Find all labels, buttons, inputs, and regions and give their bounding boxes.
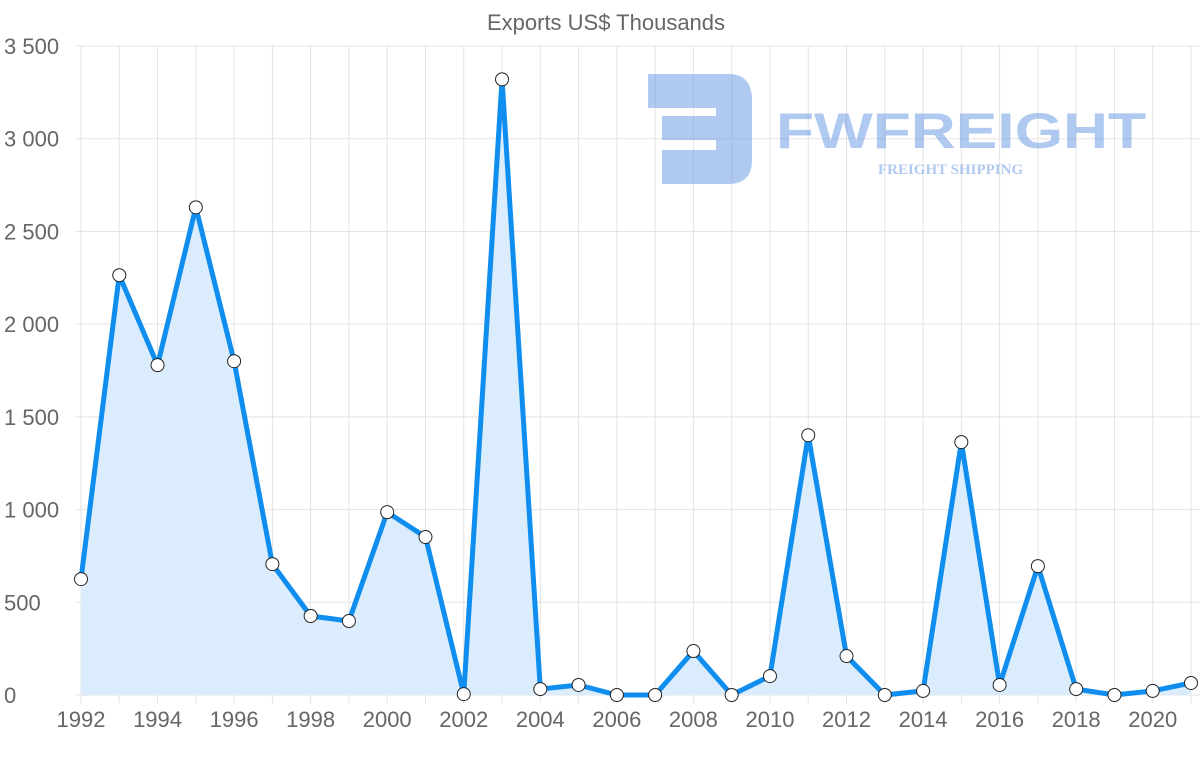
data-point (341, 614, 356, 629)
data-point (1184, 675, 1198, 690)
data-point (188, 200, 203, 215)
x-tick-label: 2018 (1052, 707, 1101, 732)
data-point (1107, 688, 1122, 702)
x-tick-label: 2014 (899, 707, 948, 732)
chart-title: Exports US$ Thousands (487, 10, 725, 35)
data-point (265, 557, 280, 572)
svg-text:FREIGHT SHIPPING: FREIGHT SHIPPING (878, 162, 1023, 178)
data-points (74, 72, 1198, 702)
y-tick-label: 2 000 (4, 312, 59, 337)
series-line (78, 76, 1192, 698)
data-point (992, 677, 1007, 692)
data-point (877, 688, 892, 702)
x-tick-label: 1996 (210, 707, 259, 732)
x-tick-label: 2010 (745, 707, 794, 732)
data-point (74, 572, 88, 587)
data-point (303, 609, 318, 624)
y-tick-label: 3 000 (4, 127, 59, 152)
y-tick-label: 3 500 (4, 34, 59, 59)
data-point (380, 505, 395, 520)
svg-text:FWFREIGHT: FWFREIGHT (776, 103, 1146, 159)
x-tick-label: 1992 (57, 707, 106, 732)
data-point (916, 683, 931, 698)
x-tick-label: 2020 (1128, 707, 1177, 732)
data-point (495, 72, 510, 87)
data-point (609, 688, 624, 702)
x-tick-label: 2000 (363, 707, 412, 732)
data-point (112, 268, 127, 283)
y-tick-label: 500 (4, 590, 41, 615)
data-point (533, 682, 548, 697)
x-tick-label: 2008 (669, 707, 718, 732)
y-tick-label: 2 500 (4, 219, 59, 244)
data-point (839, 649, 854, 664)
x-tick-label: 2012 (822, 707, 871, 732)
data-point (724, 688, 739, 702)
data-point (1145, 683, 1160, 698)
data-point (456, 687, 471, 702)
x-tick-label: 2002 (439, 707, 488, 732)
data-point (762, 669, 777, 684)
data-point (648, 688, 663, 702)
x-axis: 1992 1994 1996 1998 2000 2002 2004 2006 2008 2010… (57, 707, 1178, 732)
data-point (1069, 682, 1084, 697)
series-area (81, 79, 1191, 696)
x-tick-label: 1994 (133, 707, 182, 732)
fwfreight-logo-watermark: FWFREIGHT FREIGHT SHIPPING (648, 74, 1146, 184)
y-tick-label: 1 000 (4, 498, 59, 523)
data-point (686, 644, 701, 659)
y-axis: 0 500 1 000 1 500 2 000 2 500 3 000 3 500 (4, 34, 59, 708)
logo-mark-icon (648, 74, 752, 184)
data-point (1030, 559, 1045, 574)
data-point (150, 358, 165, 373)
x-tick-label: 2016 (975, 707, 1024, 732)
y-tick-label: 0 (4, 683, 16, 708)
x-tick-label: 2006 (592, 707, 641, 732)
data-point (801, 428, 816, 443)
data-point (954, 435, 969, 450)
y-tick-label: 1 500 (4, 405, 59, 430)
data-point (227, 354, 242, 369)
x-tick-label: 1998 (286, 707, 335, 732)
x-tick-label: 2004 (516, 707, 565, 732)
data-point (418, 530, 433, 545)
data-point (571, 677, 586, 692)
